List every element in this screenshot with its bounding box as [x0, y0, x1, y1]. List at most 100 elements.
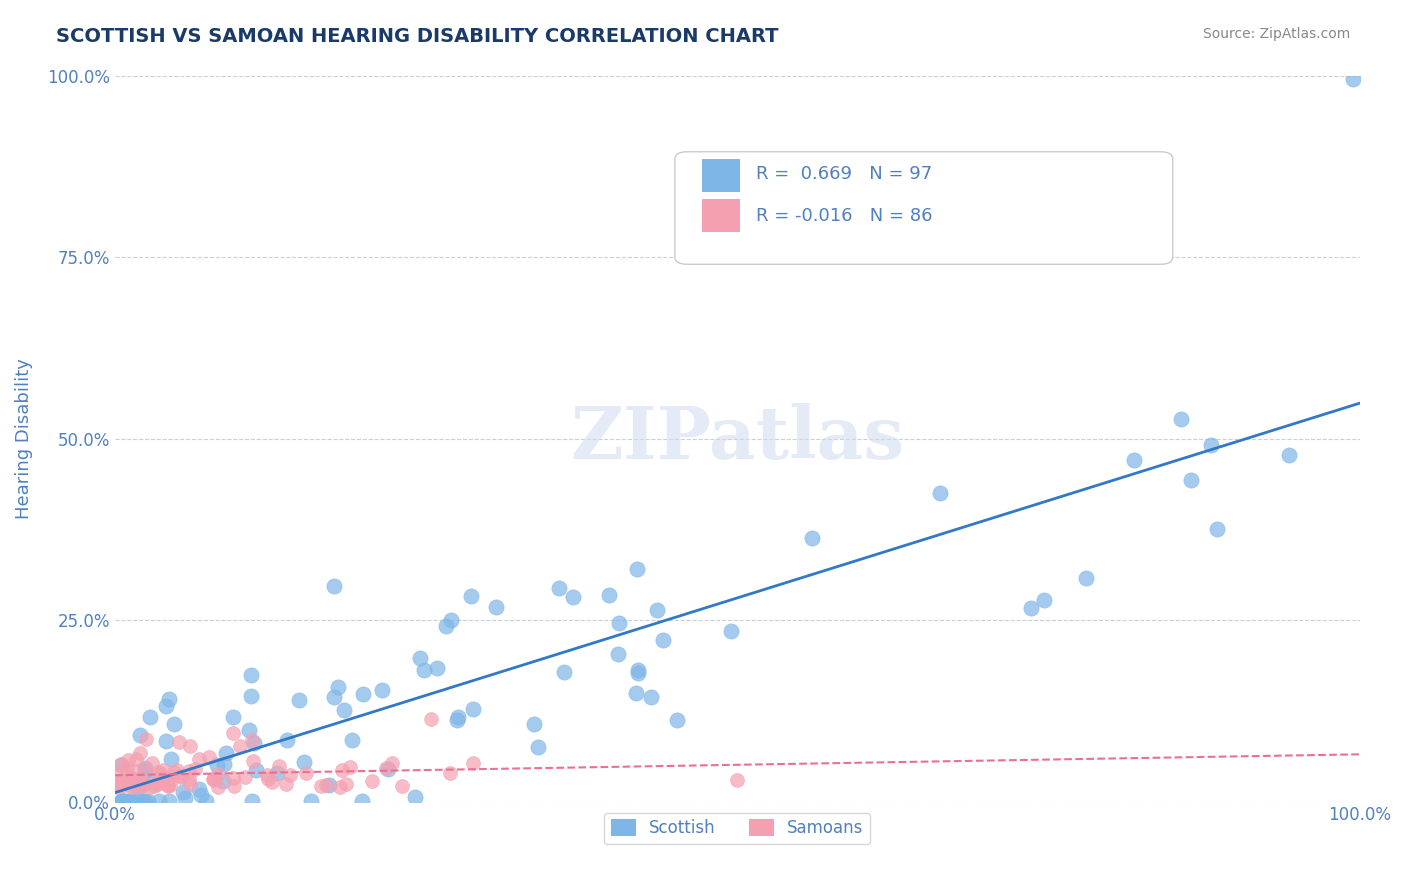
Point	[146, 765, 169, 780]
Point	[260, 775, 283, 789]
Point	[159, 752, 181, 766]
Point	[598, 588, 620, 602]
Point	[446, 710, 468, 724]
Point	[238, 723, 260, 738]
Point	[125, 779, 148, 793]
Point	[322, 578, 344, 592]
Point	[278, 768, 301, 782]
Point	[309, 780, 332, 794]
Point	[205, 758, 228, 772]
Point	[626, 686, 648, 700]
Point	[120, 794, 142, 808]
Point	[190, 788, 212, 802]
Point	[207, 780, 229, 794]
Point	[131, 794, 153, 808]
Point	[1122, 452, 1144, 467]
Point	[375, 761, 398, 775]
Point	[463, 756, 485, 770]
Point	[179, 739, 201, 753]
Point	[651, 633, 673, 648]
Point	[157, 779, 180, 793]
Point	[125, 752, 148, 766]
Point	[318, 778, 340, 792]
Point	[141, 756, 163, 771]
Point	[110, 794, 132, 808]
Point	[115, 770, 138, 784]
Point	[266, 766, 288, 780]
Point	[146, 776, 169, 790]
Point	[183, 762, 205, 776]
Point	[122, 772, 145, 786]
Point	[155, 734, 177, 748]
Point	[148, 772, 170, 787]
Point	[207, 767, 229, 781]
Point	[127, 794, 149, 808]
Point	[439, 765, 461, 780]
Point	[242, 754, 264, 768]
Point	[292, 755, 315, 769]
Point	[627, 665, 650, 680]
Point	[163, 765, 186, 780]
Point	[134, 794, 156, 808]
Point	[267, 759, 290, 773]
Bar	[702, 159, 740, 192]
Point	[1033, 592, 1056, 607]
Point	[1076, 571, 1098, 585]
Point	[257, 772, 280, 786]
Point	[117, 753, 139, 767]
Point	[148, 777, 170, 791]
Point	[434, 619, 457, 633]
Point	[152, 764, 174, 778]
Point	[562, 590, 585, 604]
Point	[132, 775, 155, 789]
Point	[111, 794, 134, 808]
Point	[131, 779, 153, 793]
Point	[134, 764, 156, 778]
Point	[274, 777, 297, 791]
Point	[129, 728, 152, 742]
Point	[155, 771, 177, 785]
Point	[370, 683, 392, 698]
Point	[114, 794, 136, 808]
Point	[202, 772, 225, 787]
Point	[120, 780, 142, 794]
Point	[149, 765, 172, 780]
Point	[720, 624, 742, 638]
Point	[134, 761, 156, 775]
Point	[112, 773, 135, 788]
Point	[157, 692, 180, 706]
Point	[110, 766, 132, 780]
FancyBboxPatch shape	[675, 152, 1173, 264]
Point	[484, 599, 506, 614]
Point	[177, 772, 200, 786]
Point	[157, 794, 180, 808]
Point	[607, 648, 630, 662]
Point	[240, 689, 263, 703]
Point	[187, 752, 209, 766]
Point	[326, 680, 349, 694]
Point	[169, 769, 191, 783]
Point	[214, 757, 236, 772]
Point	[335, 777, 357, 791]
Point	[162, 717, 184, 731]
Point	[1019, 601, 1042, 615]
Point	[135, 732, 157, 747]
Point	[553, 665, 575, 679]
Point	[527, 739, 550, 754]
Text: Source: ZipAtlas.com: Source: ZipAtlas.com	[1202, 27, 1350, 41]
Point	[127, 775, 149, 789]
Point	[391, 780, 413, 794]
Point	[725, 772, 748, 787]
Point	[142, 779, 165, 793]
Point	[446, 713, 468, 727]
Point	[1199, 438, 1222, 452]
Point	[136, 794, 159, 808]
Legend: Scottish, Samoans: Scottish, Samoans	[605, 813, 870, 844]
Point	[132, 776, 155, 790]
Point	[928, 485, 950, 500]
Point	[1180, 473, 1202, 487]
Point	[426, 661, 449, 675]
Point	[245, 763, 267, 777]
Text: ZIPatlas: ZIPatlas	[569, 403, 904, 474]
Point	[548, 582, 571, 596]
